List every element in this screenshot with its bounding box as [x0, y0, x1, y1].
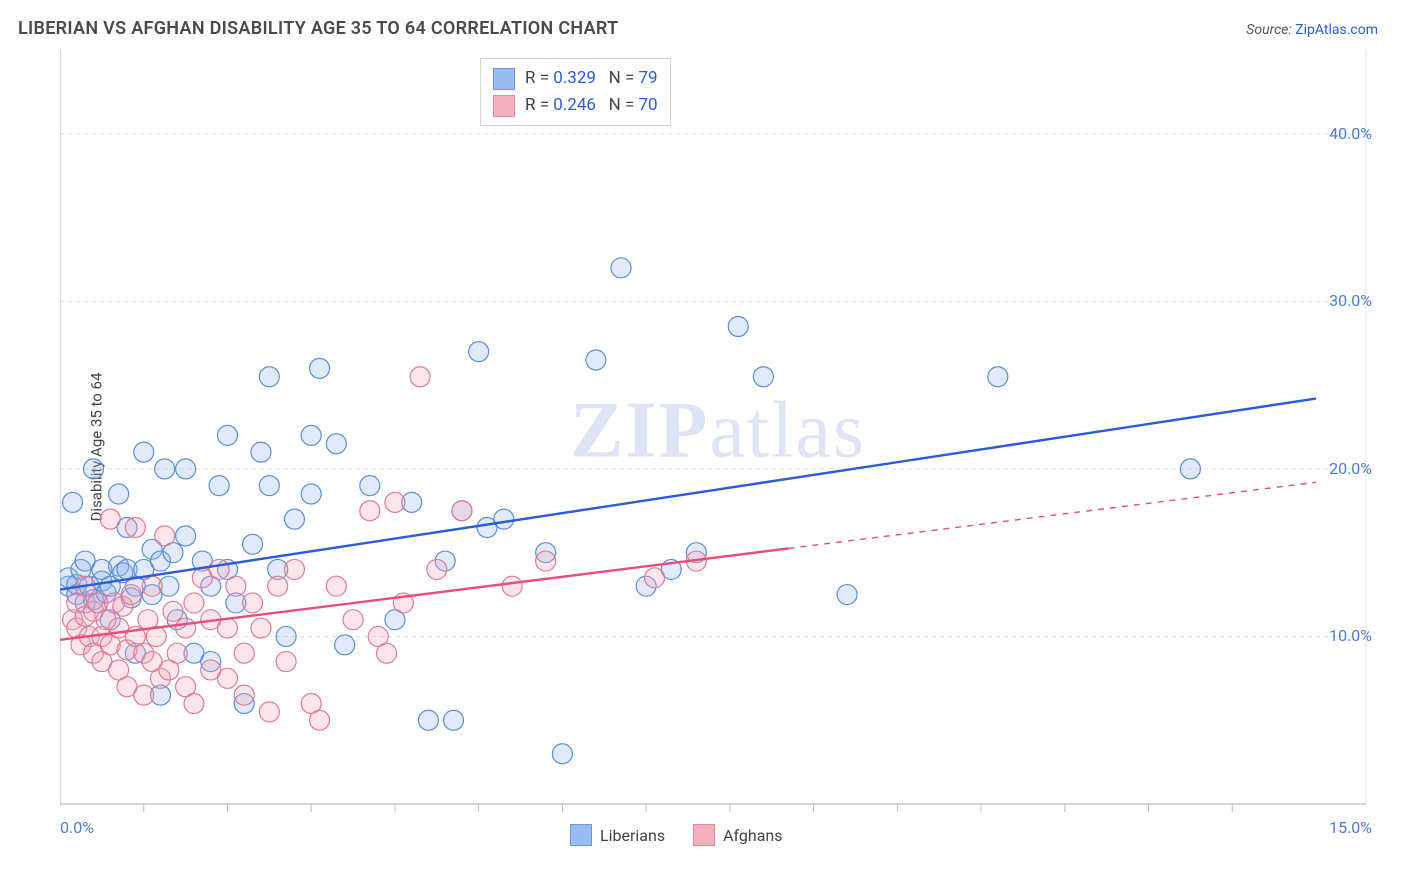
scatter-points: [60, 258, 1200, 764]
plot-area: Disability Age 35 to 64 ZIPatlas R = 0.3…: [60, 50, 1376, 844]
stats-text-liberians: R = 0.329 N = 79: [525, 65, 658, 92]
axes: [60, 50, 1366, 812]
stats-row-afghans: R = 0.246 N = 70: [493, 92, 658, 119]
y-tick-label: 20.0%: [1329, 459, 1372, 478]
stats-text-afghans: R = 0.246 N = 70: [525, 92, 658, 119]
swatch-afghans: [493, 95, 515, 117]
chart-frame: LIBERIAN VS AFGHAN DISABILITY AGE 35 TO …: [0, 0, 1406, 892]
source-label: Source:: [1246, 22, 1291, 38]
legend-label-afghans: Afghans: [723, 826, 782, 845]
x-tick-label: 15.0%: [1329, 818, 1372, 837]
chart-title: LIBERIAN VS AFGHAN DISABILITY AGE 35 TO …: [18, 18, 618, 39]
legend-label-liberians: Liberians: [600, 826, 665, 845]
swatch-liberians: [493, 68, 515, 90]
bottom-legend: Liberians Afghans: [570, 824, 783, 846]
y-tick-label: 10.0%: [1329, 626, 1372, 645]
y-tick-label: 40.0%: [1329, 124, 1372, 143]
r-value-afghans: 0.246: [553, 95, 596, 115]
legend-item-liberians: Liberians: [570, 824, 665, 846]
gridlines: [60, 134, 1366, 637]
stats-row-liberians: R = 0.329 N = 79: [493, 65, 658, 92]
correlation-stats-box: R = 0.329 N = 79 R = 0.246 N = 70: [480, 58, 671, 126]
legend-swatch-afghans: [693, 824, 715, 846]
source-attribution: Source: ZipAtlas.com: [1246, 22, 1378, 38]
scatter-plot-svg: [60, 50, 1376, 844]
y-tick-label: 30.0%: [1329, 291, 1372, 310]
x-tick-label: 0.0%: [60, 818, 94, 837]
legend-item-afghans: Afghans: [693, 824, 782, 846]
source-link[interactable]: ZipAtlas.com: [1295, 22, 1378, 38]
n-value-liberians: 79: [639, 68, 658, 88]
legend-swatch-liberians: [570, 824, 592, 846]
n-value-afghans: 70: [639, 95, 658, 115]
r-value-liberians: 0.329: [553, 68, 596, 88]
